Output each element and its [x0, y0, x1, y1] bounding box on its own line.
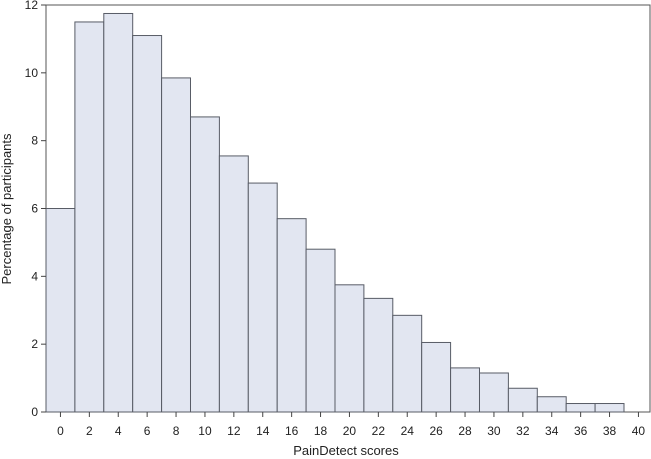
bar-16: [276, 218, 307, 413]
bar-14: [247, 182, 278, 413]
x-tick-label: 0: [57, 424, 64, 438]
x-tick-label: 38: [603, 424, 617, 438]
bar-12: [218, 155, 249, 413]
x-tick-label: 2: [86, 424, 93, 438]
y-tick-label: 0: [31, 405, 38, 419]
bar-22: [363, 297, 394, 413]
y-axis-ticks: 0 2 4 6 8 10 12: [25, 0, 46, 419]
bar-24: [392, 314, 423, 413]
x-tick-label: 28: [458, 424, 472, 438]
bar-26: [421, 341, 452, 413]
y-tick-label: 2: [31, 337, 38, 351]
x-tick-label: 32: [516, 424, 530, 438]
x-tick-label: 4: [115, 424, 122, 438]
x-tick-label: 30: [487, 424, 501, 438]
bar-36: [565, 403, 596, 413]
bar-32: [507, 387, 538, 413]
x-tick-label: 14: [256, 424, 270, 438]
x-tick-label: 10: [198, 424, 212, 438]
x-tick-label: 6: [144, 424, 151, 438]
bar-34: [536, 396, 567, 413]
bar-2: [74, 21, 105, 413]
bar-8: [161, 77, 191, 413]
x-axis-title: PainDetect scores: [293, 443, 399, 458]
bar-0: [45, 208, 76, 413]
x-tick-label: 20: [343, 424, 357, 438]
x-tick-label: 22: [372, 424, 386, 438]
y-tick-label: 4: [31, 269, 38, 283]
x-tick-label: 16: [285, 424, 299, 438]
y-tick-label: 8: [31, 134, 38, 148]
bar-10: [189, 116, 220, 413]
x-tick-label: 12: [227, 424, 241, 438]
x-tick-label: 36: [574, 424, 588, 438]
y-tick-label: 6: [31, 202, 38, 216]
bar-20: [334, 284, 365, 413]
bar-30: [478, 372, 509, 413]
y-axis-title: Percentage of participants: [0, 133, 14, 285]
bar-4: [103, 12, 134, 413]
x-tick-label: 40: [632, 424, 646, 438]
bar-38: [594, 403, 625, 413]
bar-6: [132, 35, 163, 413]
bar-18: [305, 248, 336, 413]
x-axis-ticks: 0 2 4 6 8 10 12 14 16 18 20 22 24 26 28 30 32 34 36 38 40: [57, 412, 645, 438]
x-tick-label: 18: [314, 424, 328, 438]
bars-group: [45, 12, 625, 413]
x-tick-label: 8: [173, 424, 180, 438]
y-tick-label: 10: [25, 66, 39, 80]
x-tick-label: 26: [429, 424, 443, 438]
y-tick-label: 12: [25, 0, 39, 12]
bar-28: [450, 367, 480, 413]
x-tick-label: 24: [401, 424, 415, 438]
x-tick-label: 34: [545, 424, 559, 438]
